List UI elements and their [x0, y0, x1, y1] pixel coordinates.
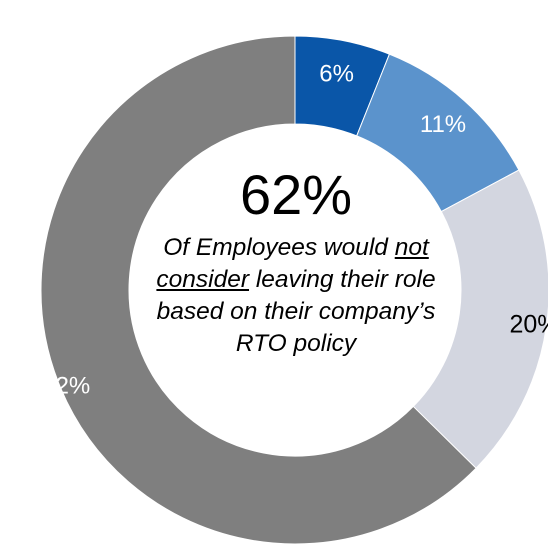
caption-part-3: leaving their role based on their compan… [156, 266, 436, 357]
caption-underlined-consider: consider [156, 266, 250, 293]
caption-underlined-not: not [394, 234, 429, 261]
slice-3 [412, 169, 548, 469]
donut-slices [40, 35, 548, 545]
center-annotation: 62% Of Employees would not consider leavi… [130, 160, 462, 360]
slice-label-2: 11% [420, 111, 466, 138]
center-caption: Of Employees would not consider leaving t… [130, 232, 462, 360]
slice-4 [40, 35, 477, 545]
slice-label-1: 6% [319, 60, 354, 87]
slice-labels: 6% 11% 20% 62% [42, 60, 548, 399]
slice-label-4: 62% [42, 372, 90, 399]
slice-label-3: 20% [510, 310, 548, 338]
center-value: 62% [239, 163, 353, 226]
caption-part-1: Of Employees would [163, 234, 395, 261]
